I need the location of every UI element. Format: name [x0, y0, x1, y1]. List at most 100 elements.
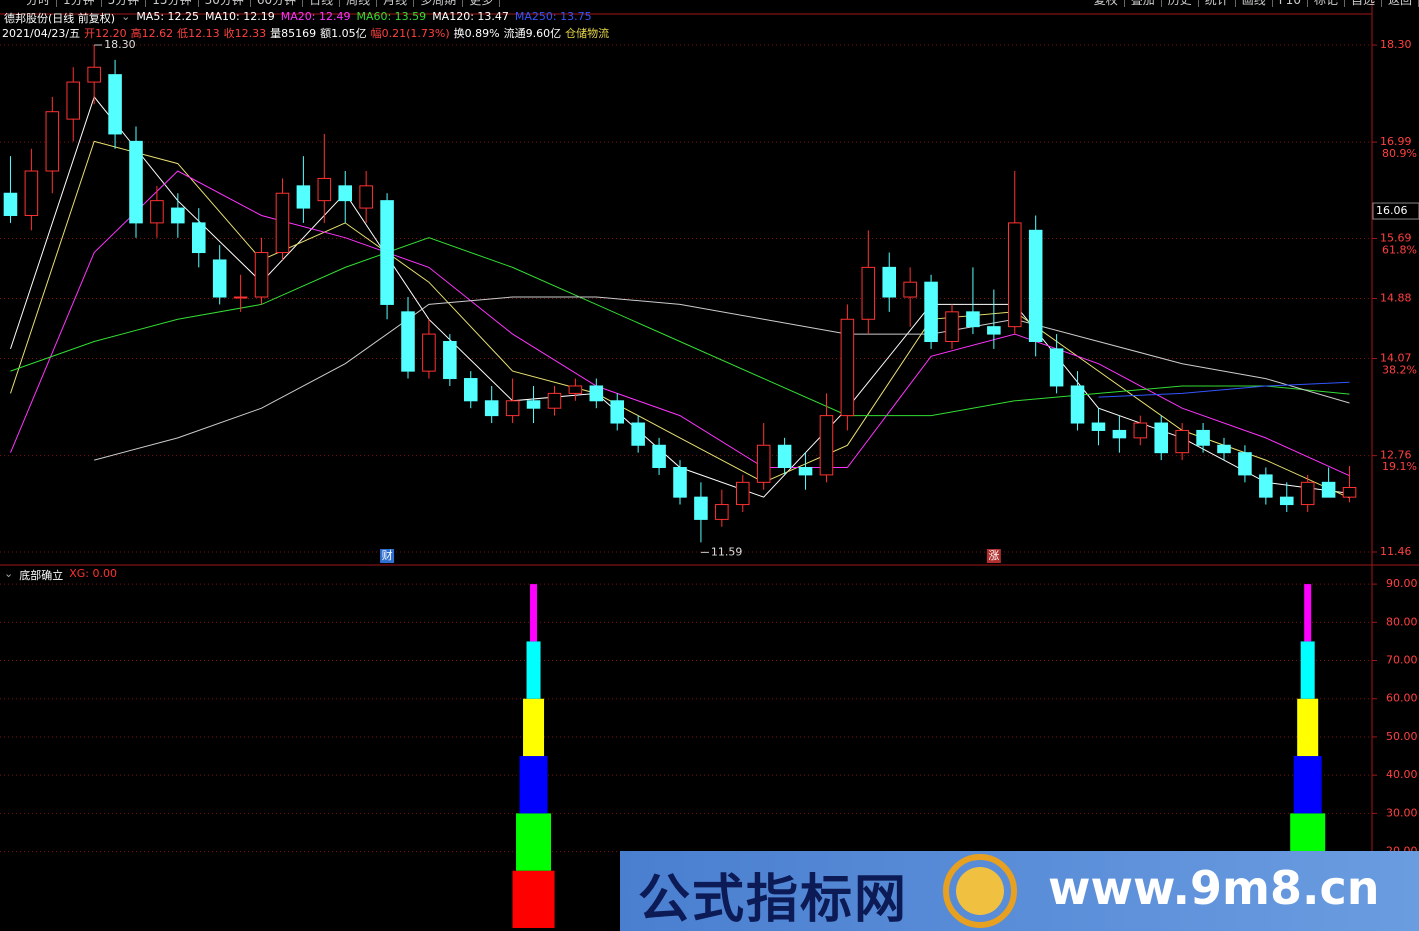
- candle-body: [275, 192, 290, 254]
- candle-body: [191, 222, 206, 254]
- toolbar-tab[interactable]: 更多: [463, 0, 501, 7]
- candle-body: [1259, 474, 1273, 498]
- toolbar-tab[interactable]: 60分钟: [251, 0, 304, 7]
- y-tick-label: 90.00: [1386, 577, 1418, 590]
- candle-body: [359, 185, 373, 209]
- candle-body: [652, 444, 666, 468]
- y-tick-label: 14.07: [1380, 352, 1412, 365]
- candle-body: [401, 311, 415, 372]
- candle-body: [87, 66, 101, 83]
- candle-body: [526, 400, 541, 409]
- annotation-label: 11.59: [711, 545, 743, 558]
- header-line: 2021/04/23/五 开12.20 高12.62 低12.13 收12.33 量851…: [2, 25, 609, 41]
- candle-body: [756, 444, 771, 483]
- y-tick-label: 16.99: [1380, 135, 1412, 148]
- watermark-name: 公式指标网: [638, 870, 909, 930]
- candle-body: [903, 281, 917, 298]
- quote-item: 幅0.21(1.73%): [370, 27, 450, 40]
- y-tick-label: 11.46: [1380, 545, 1412, 558]
- toolbar-tab[interactable]: 周线: [340, 0, 378, 7]
- toolbar-button[interactable]: 复权: [1088, 0, 1125, 7]
- y-tick-label: 30.00: [1386, 806, 1418, 819]
- y-tick-label: 12.76: [1380, 449, 1412, 462]
- candle-body: [840, 318, 855, 417]
- event-label: 财: [382, 548, 393, 562]
- y-tick-label: 15.69: [1380, 231, 1412, 244]
- candle-body: [735, 481, 750, 506]
- annotation-label: 18.30: [104, 38, 135, 51]
- bar-segment: [516, 813, 552, 871]
- candle-body: [966, 311, 980, 328]
- bar-segment: [523, 698, 545, 757]
- y-tick-label: 70.00: [1386, 654, 1418, 667]
- toolbar-tab[interactable]: 30分钟: [199, 0, 251, 7]
- candle-body: [484, 400, 499, 417]
- toolbar-button[interactable]: 画线: [1236, 0, 1273, 7]
- ma-line: [94, 296, 1350, 461]
- candle-body: [254, 252, 269, 298]
- y-tick-label: 18.30: [1380, 38, 1412, 51]
- toolbar: 复权 叠加 历史 统计 画线 F10 标记 自选 返回: [1088, 0, 1419, 7]
- cursor-box: [1372, 202, 1419, 220]
- y-tick-label: 80.00: [1386, 615, 1418, 628]
- candle-body: [1007, 222, 1022, 328]
- toolbar-tab[interactable]: 分时: [20, 0, 58, 7]
- fib-label: 80.9%: [1382, 147, 1417, 160]
- candle-body: [3, 192, 18, 216]
- candle-body: [317, 177, 332, 202]
- icon[interactable]: ⌄: [121, 10, 131, 23]
- candle-body: [380, 200, 394, 305]
- bar-segment: [530, 584, 538, 642]
- quote-item: 流通9.60亿: [503, 27, 562, 40]
- quote-item: 换0.89%: [453, 27, 500, 40]
- toolbar-button[interactable]: 自选: [1345, 0, 1382, 7]
- toolbar-button[interactable]: 返回: [1382, 0, 1419, 7]
- ma-legend: MA250: 13.75: [514, 10, 592, 23]
- toolbar-button[interactable]: 叠加: [1125, 0, 1162, 7]
- toolbar-button[interactable]: 历史: [1162, 0, 1199, 7]
- toolbar-button[interactable]: 统计: [1199, 0, 1236, 7]
- cursor-price: 16.06: [1376, 204, 1408, 217]
- quote-item: 仓储物流: [565, 27, 610, 40]
- icon[interactable]: ⌄: [4, 567, 14, 580]
- bar-segment: [1297, 698, 1319, 757]
- indicator-value: XG: 0.00: [69, 567, 117, 580]
- candle-body: [1175, 429, 1189, 454]
- bar-segment: [1293, 756, 1322, 814]
- y-tick-label: 60.00: [1386, 692, 1418, 705]
- y-tick-label: 14.88: [1380, 292, 1412, 305]
- candle-body: [694, 496, 708, 520]
- candle-body: [1028, 229, 1043, 342]
- candle-body: [1133, 422, 1148, 439]
- candle-body: [673, 467, 687, 498]
- candle-body: [924, 281, 938, 342]
- candle-body: [1154, 422, 1169, 454]
- toolbar-button[interactable]: 标记: [1308, 0, 1345, 7]
- toolbar-tab[interactable]: 5分钟: [102, 0, 147, 7]
- candle-body: [1196, 429, 1210, 446]
- ma-line: [10, 95, 1350, 498]
- candle-body: [212, 259, 227, 298]
- logo-ring: [943, 854, 1017, 928]
- toolbar-tab[interactable]: 日线: [303, 0, 341, 7]
- quote-item: 收12.33: [223, 27, 267, 40]
- y-tick-label: 40.00: [1386, 768, 1418, 781]
- toolbar-tab[interactable]: 月线: [377, 0, 415, 7]
- toolbar-tab[interactable]: 1分钟: [57, 0, 102, 7]
- candle-body: [861, 266, 876, 320]
- toolbar-tab[interactable]: 15分钟: [146, 0, 199, 7]
- toolbar-tab[interactable]: 多周期: [414, 0, 464, 7]
- quote-item: 高12.62: [130, 27, 174, 40]
- candle-body: [547, 392, 562, 409]
- quote-item: 量85169: [270, 27, 317, 40]
- candle-body: [171, 207, 185, 224]
- candle-body: [798, 467, 813, 476]
- fib-label: 61.8%: [1382, 244, 1417, 257]
- candle-body: [24, 170, 39, 216]
- candle-body: [422, 333, 436, 372]
- watermark-logo: [943, 854, 1017, 928]
- toolbar-button[interactable]: F10: [1273, 0, 1308, 7]
- candle-body: [987, 326, 1001, 335]
